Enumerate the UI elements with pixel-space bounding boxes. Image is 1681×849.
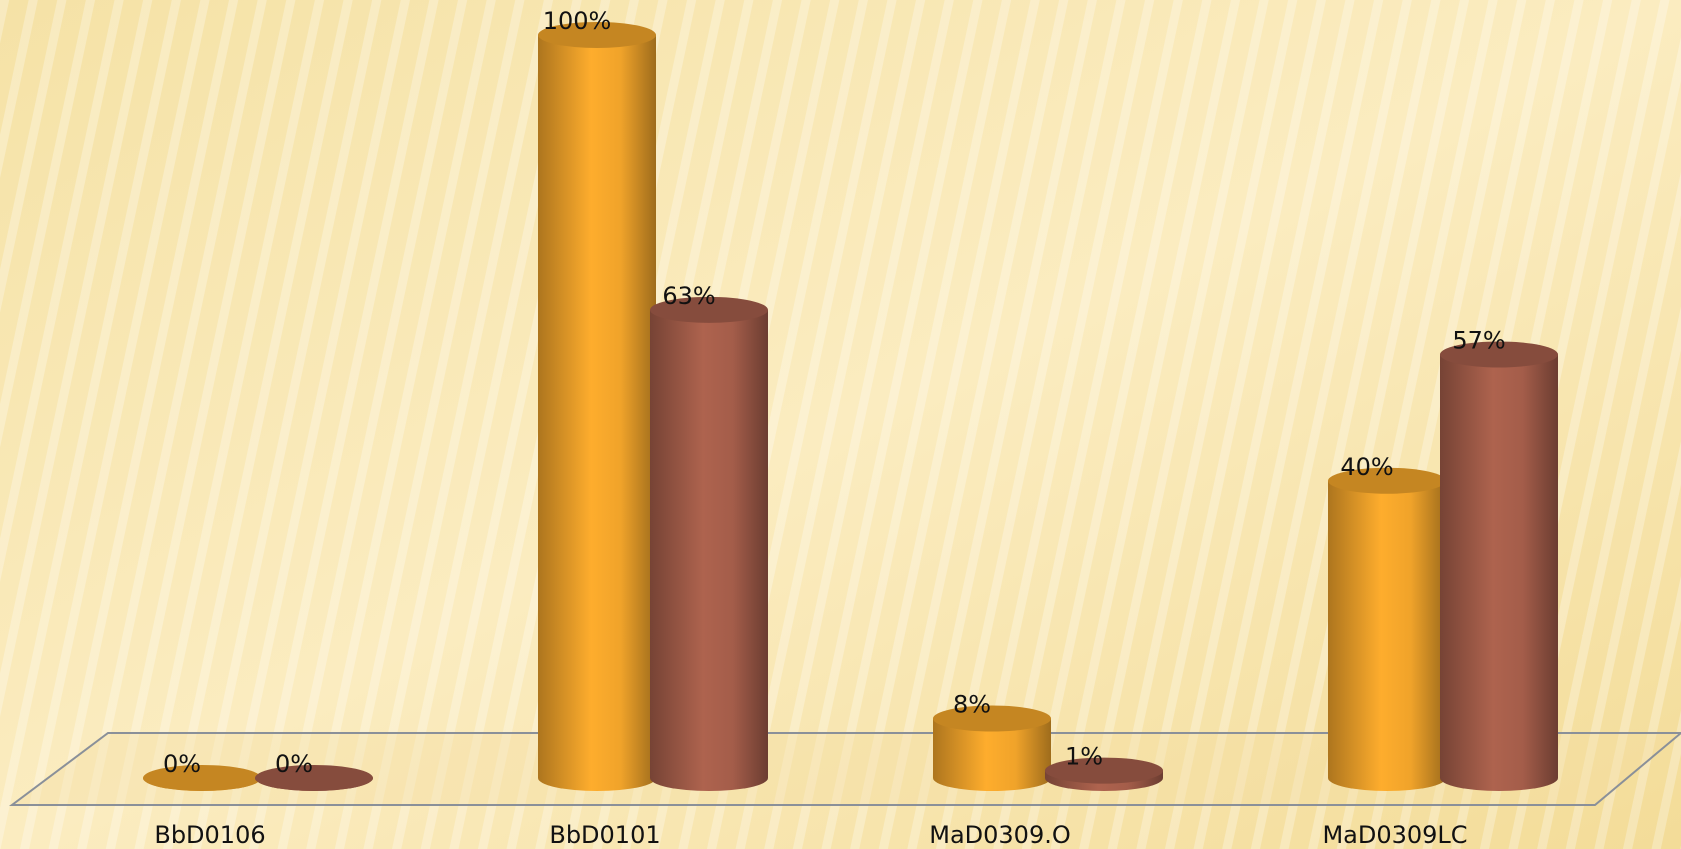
bar-body: [1440, 354, 1558, 791]
floor: [9, 732, 1681, 806]
data-label: 0%: [275, 750, 313, 778]
bar: [1045, 757, 1163, 791]
bar-top: [1045, 757, 1163, 784]
bar-body: [1328, 480, 1446, 791]
bar-body: [650, 309, 768, 791]
x-tick-label: MaD0309.O: [929, 821, 1071, 849]
data-label: 100%: [543, 7, 612, 35]
bar: [933, 705, 1051, 791]
bar: [1328, 467, 1446, 791]
data-label: 8%: [953, 691, 991, 719]
data-label: 40%: [1340, 453, 1393, 481]
bar-top: [933, 705, 1051, 732]
bar-body: [933, 718, 1051, 791]
bar-top: [650, 296, 768, 323]
bar: [1440, 341, 1558, 791]
bar-body: [538, 35, 656, 791]
x-tick-label: BbD0106: [154, 821, 265, 849]
bar: [650, 296, 768, 791]
x-tick-label: MaD0309LC: [1322, 821, 1467, 849]
bar-top: [255, 765, 373, 791]
bar: [538, 22, 656, 791]
bar-top: [143, 765, 261, 791]
bar-top: [1440, 341, 1558, 368]
data-label: 0%: [163, 750, 201, 778]
data-label: 63%: [662, 282, 715, 310]
x-tick-label: BbD0101: [549, 821, 660, 849]
data-label: 1%: [1065, 743, 1103, 771]
bar: [255, 765, 373, 791]
data-label: 57%: [1452, 326, 1505, 354]
bar-top: [538, 22, 656, 48]
bar-top: [1328, 467, 1446, 494]
bar: [143, 765, 261, 791]
